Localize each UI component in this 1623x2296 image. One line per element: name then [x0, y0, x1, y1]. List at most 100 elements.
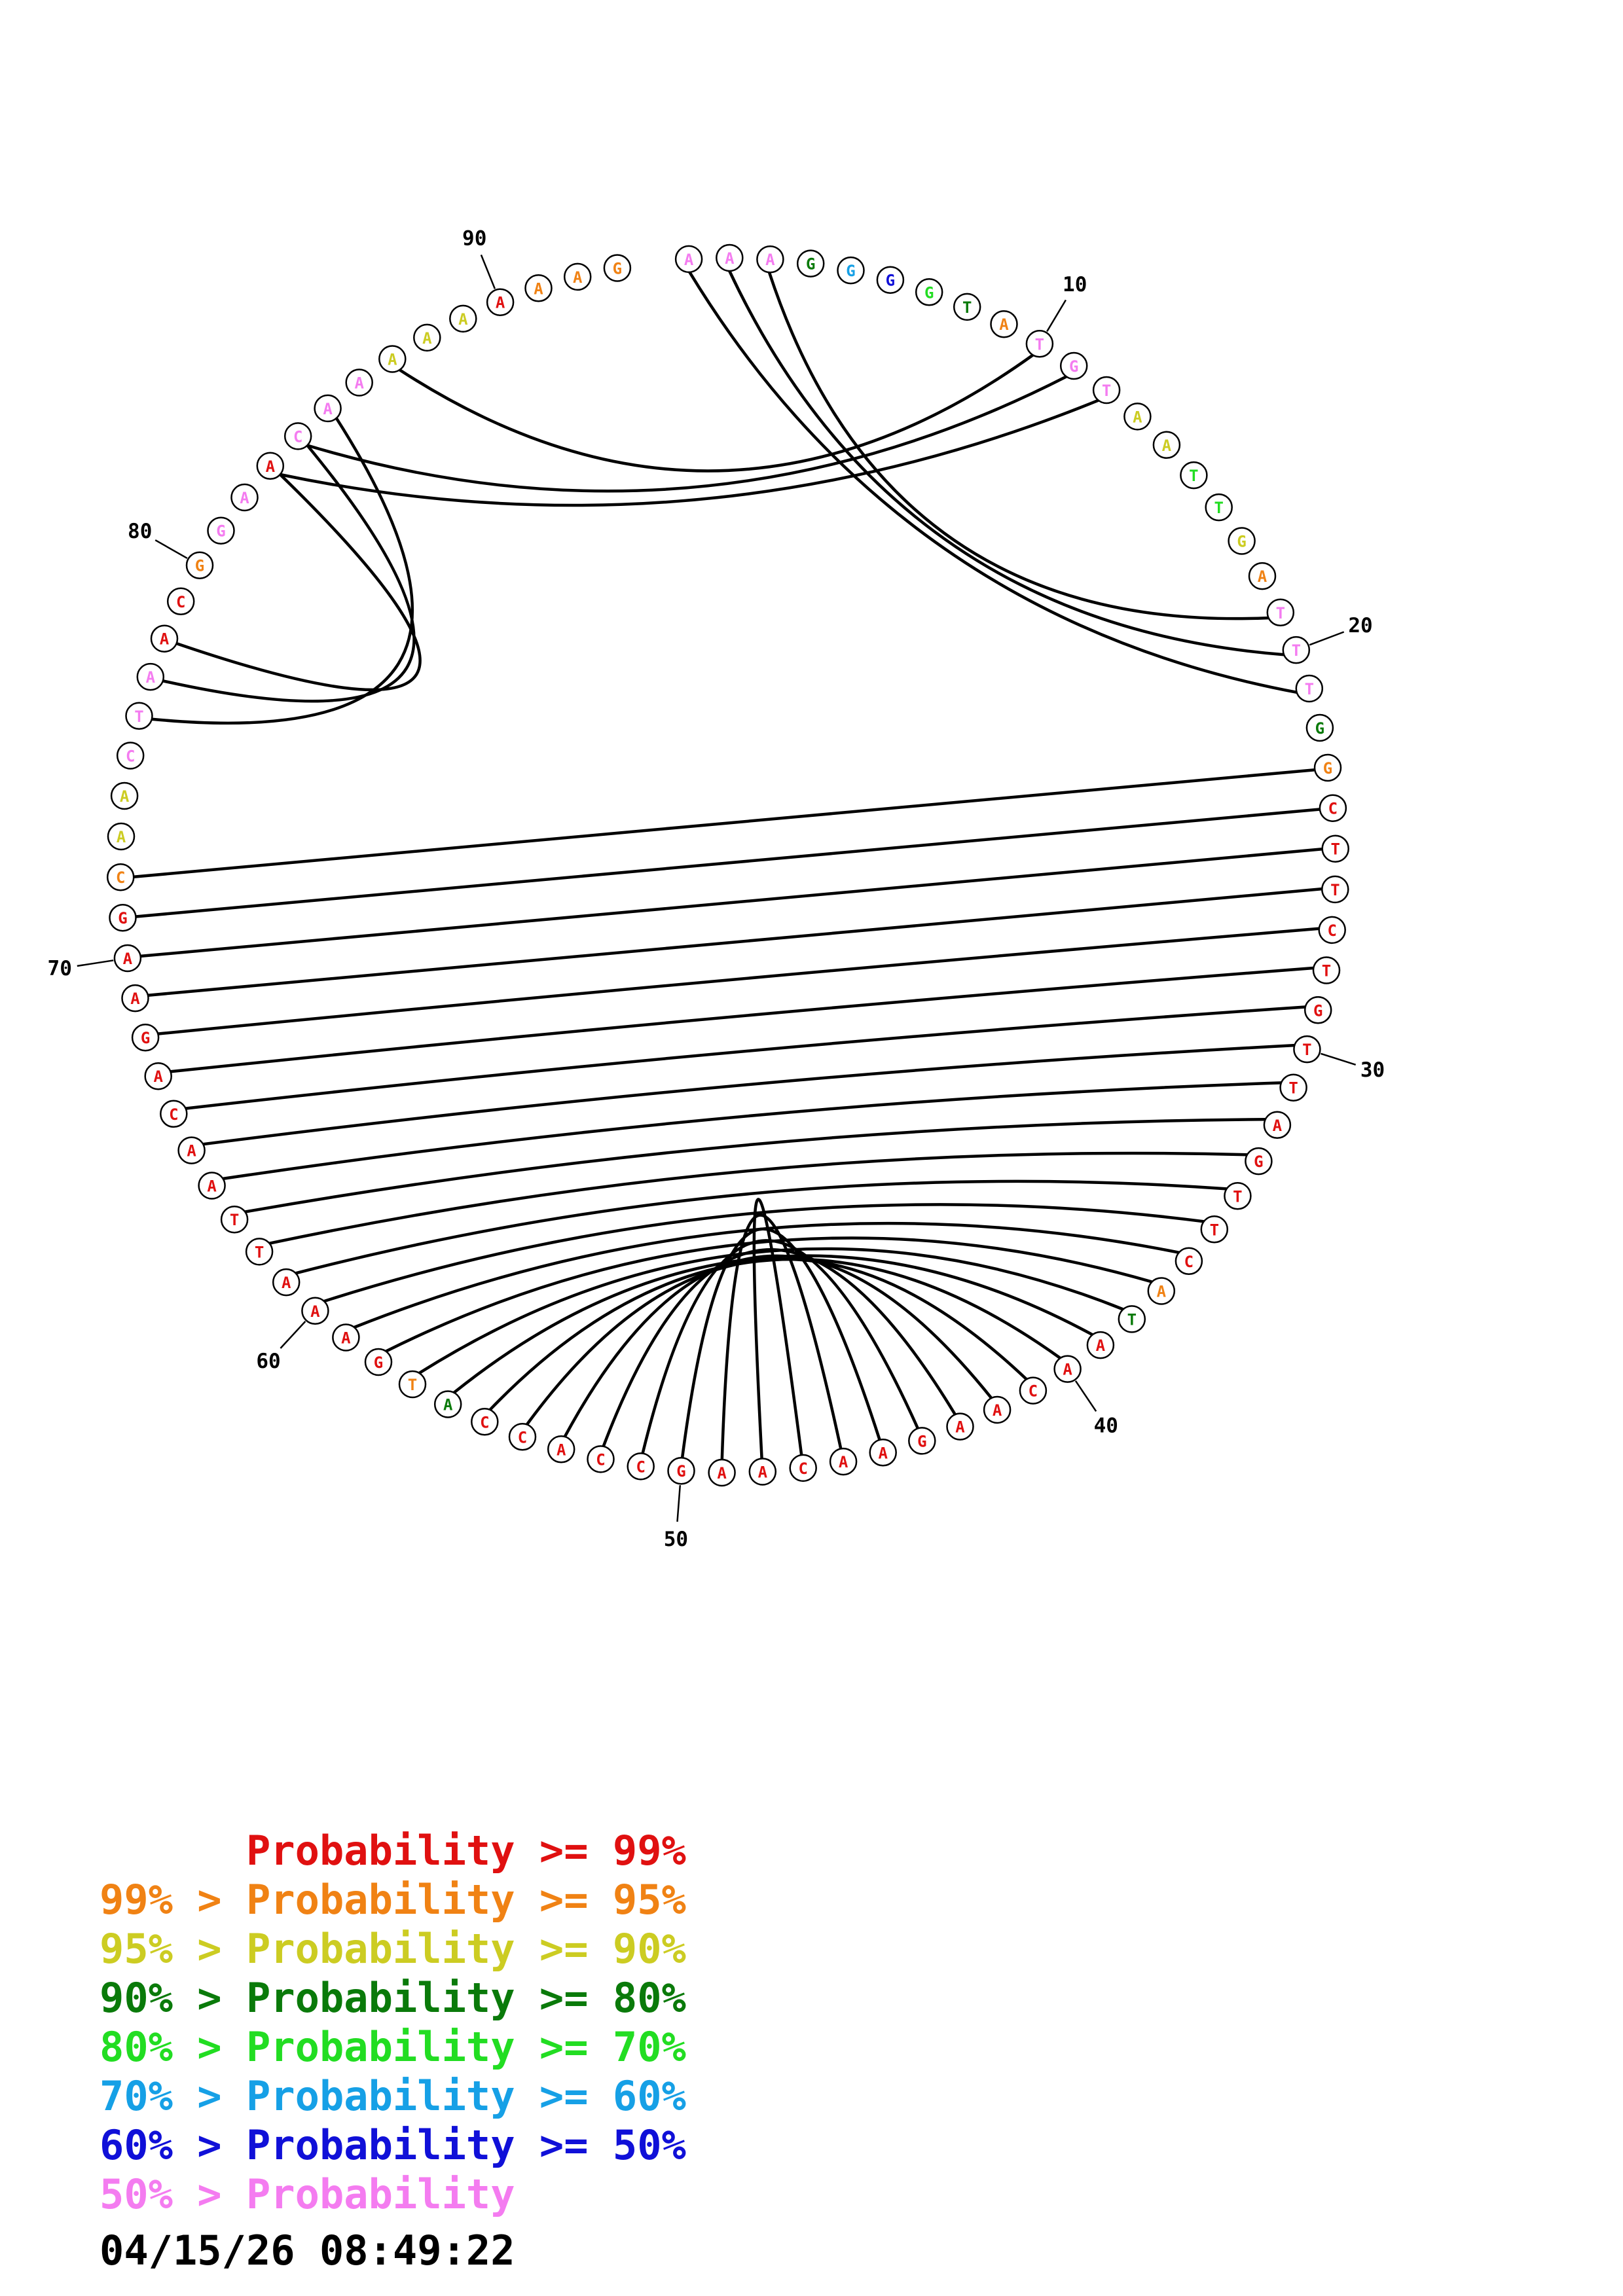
base-node: G — [667, 1456, 695, 1485]
base-letter: T — [1292, 641, 1301, 660]
base-letter: A — [878, 1444, 888, 1462]
base-circle — [1245, 1147, 1273, 1175]
base-node: C — [166, 587, 195, 616]
base-letter: A — [443, 1396, 453, 1414]
base-letter: A — [1157, 1283, 1167, 1301]
base-circle — [627, 1452, 655, 1480]
base-circle — [869, 1439, 897, 1467]
base-circle — [1295, 674, 1324, 703]
nucleotide-bases: A A A G GGGTATGTAATTGATTTGGCTTCTGTTAGTTCATAA… — [106, 243, 1349, 1487]
base-letter: G — [1237, 533, 1246, 551]
base-circle — [837, 256, 865, 285]
legend-prefix: 60% > — [100, 2121, 246, 2169]
pair-arc — [418, 1247, 1125, 1375]
base-letter: A — [207, 1177, 217, 1196]
base-circle — [1200, 1215, 1229, 1244]
base-letter: G — [216, 522, 225, 541]
base-circle — [748, 1458, 777, 1486]
base-letter: C — [480, 1413, 489, 1431]
base-node: A — [345, 368, 373, 397]
base-circle — [1319, 794, 1347, 822]
pair-arc — [641, 1239, 920, 1455]
pair-arc — [139, 848, 1324, 958]
base-letter: T — [1276, 604, 1285, 622]
base-circle — [667, 1456, 695, 1485]
base-letter: T — [962, 298, 972, 317]
timestamp: 04/15/26 08:49:22 — [100, 2227, 515, 2274]
base-circle — [314, 394, 342, 423]
base-letter: A — [839, 1453, 848, 1471]
pair-arc — [169, 966, 1315, 1073]
base-node: A — [716, 243, 744, 272]
base-circle — [107, 822, 136, 851]
base-node: A — [524, 274, 553, 302]
legend-text: Probability >= 90% — [246, 1925, 686, 1973]
base-circle — [121, 984, 149, 1013]
tick-label: 30 — [1360, 1058, 1385, 1082]
base-node: A — [756, 245, 784, 274]
base-letter: T — [1210, 1221, 1219, 1239]
legend-prefix: 80% > — [100, 2023, 246, 2071]
base-node: A — [272, 1268, 301, 1297]
pair-arc — [156, 927, 1321, 1035]
base-letter: A — [717, 1464, 727, 1482]
base-circle — [876, 266, 905, 294]
base-node: G — [207, 516, 235, 545]
base-node: T — [1118, 1305, 1146, 1333]
base-node: T — [1293, 1035, 1321, 1064]
base-pair-arcs — [132, 269, 1324, 1462]
base-node: A — [433, 1390, 462, 1418]
base-letter: T — [408, 1376, 417, 1394]
base-circle — [116, 742, 145, 770]
base-letter: G — [917, 1432, 926, 1450]
pair-arc — [294, 1179, 1228, 1275]
base-node: G — [796, 249, 825, 278]
base-node: A — [983, 1395, 1012, 1424]
base-letter: T — [1322, 962, 1331, 980]
base-letter: C — [798, 1460, 807, 1478]
base-node: A — [177, 1136, 206, 1164]
legend-prefix: 99% > — [100, 1876, 246, 1924]
legend-prefix: 50% > — [100, 2170, 246, 2218]
base-circle — [1118, 1305, 1146, 1333]
base-letter: T — [1305, 680, 1314, 698]
pair-arc — [278, 399, 1100, 507]
base-letter: A — [266, 457, 276, 476]
base-node: A — [990, 310, 1018, 338]
legend-row: 50% > Probability — [100, 2170, 686, 2219]
base-circle — [1053, 1355, 1082, 1383]
base-letter: T — [1102, 382, 1111, 400]
base-letter: A — [354, 374, 364, 393]
tick-label: 90 — [462, 226, 486, 250]
base-letter: G — [195, 557, 204, 575]
base-circle — [908, 1427, 936, 1455]
base-circle — [1092, 376, 1121, 404]
base-node: G — [908, 1427, 936, 1455]
base-circle — [449, 304, 477, 333]
position-ticks: 10 20 30 40 50 60 70 80 90 — [48, 226, 1385, 1551]
base-letter: A — [1273, 1117, 1283, 1135]
base-letter: T — [1302, 1041, 1311, 1059]
base-node: G — [1228, 527, 1256, 555]
base-circle — [915, 278, 943, 306]
base-circle — [144, 1062, 172, 1090]
base-circle — [364, 1348, 393, 1376]
base-circle — [301, 1297, 329, 1325]
base-circle — [983, 1395, 1012, 1424]
base-letter: A — [130, 990, 140, 1008]
tick-line — [155, 539, 188, 559]
base-node: A — [332, 1323, 360, 1352]
base-node: T — [1224, 1182, 1252, 1210]
base-letter: G — [1313, 1001, 1322, 1020]
base-circle — [756, 245, 784, 274]
base-letter: A — [341, 1329, 351, 1348]
base-node: C — [1175, 1247, 1203, 1276]
base-letter: A — [725, 249, 735, 268]
base-node: C — [1319, 794, 1347, 822]
base-node: T — [1180, 461, 1208, 490]
pair-arc — [452, 1254, 1094, 1395]
base-node: G — [915, 278, 943, 306]
base-node: G — [837, 256, 865, 285]
base-circle — [245, 1238, 274, 1266]
